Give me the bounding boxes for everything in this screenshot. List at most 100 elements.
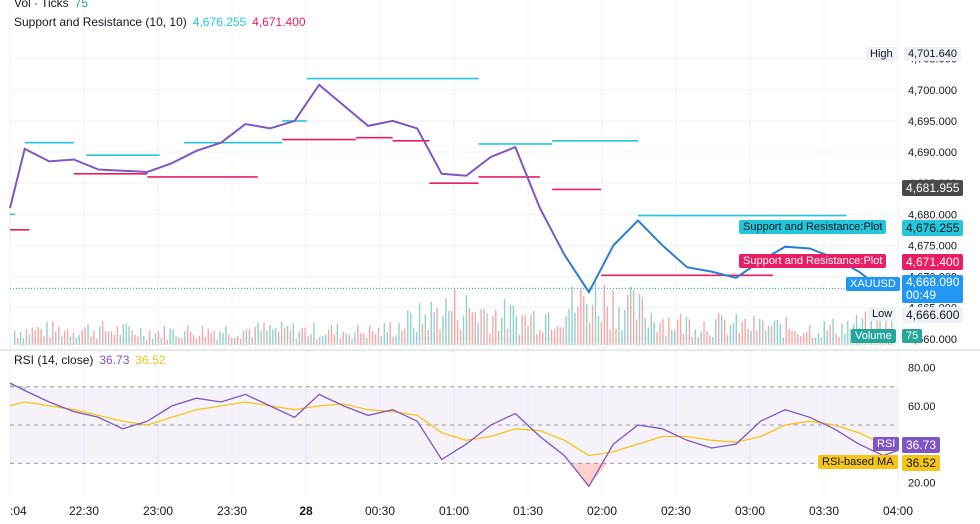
rsi-legend[interactable]: RSI (14, close) 36.73 36.52 bbox=[14, 353, 171, 367]
volume-bar bbox=[371, 331, 374, 345]
volume-bar bbox=[184, 330, 186, 345]
sr-legend-label: Support and Resistance (10, 10) bbox=[14, 15, 187, 29]
volume-bar bbox=[81, 329, 83, 345]
volume-bar bbox=[630, 286, 632, 345]
rsi-ma-axis-value: 36.52 bbox=[902, 455, 941, 471]
volume-bar bbox=[530, 315, 532, 345]
volume-bar bbox=[374, 334, 377, 345]
volume-bar bbox=[621, 330, 623, 345]
volume-bar bbox=[445, 298, 447, 345]
volume-bar bbox=[63, 330, 66, 345]
volume-bar bbox=[782, 337, 784, 345]
sr-legend[interactable]: Support and Resistance (10, 10) 4,676.255… bbox=[14, 15, 312, 29]
volume-bar bbox=[715, 319, 717, 345]
volume-bar bbox=[720, 315, 723, 345]
volume-bar bbox=[175, 336, 177, 345]
low-value: 4,666.600 bbox=[902, 307, 964, 323]
volume-bar bbox=[84, 327, 86, 345]
rsi-tick-label: 80.00 bbox=[908, 363, 936, 375]
volume-bar bbox=[322, 335, 324, 345]
volume-bar bbox=[685, 316, 688, 345]
volume-bar bbox=[289, 330, 292, 345]
volume-bar bbox=[726, 334, 729, 345]
volume-bar bbox=[800, 335, 802, 345]
volume-bar bbox=[190, 331, 192, 345]
volume-bar bbox=[357, 324, 359, 345]
volume-bar bbox=[803, 333, 805, 345]
volume-bar bbox=[556, 326, 559, 345]
volume-bar bbox=[539, 329, 541, 345]
volume-bar bbox=[248, 329, 251, 345]
volume-bar bbox=[735, 314, 737, 345]
volume-bar bbox=[741, 321, 743, 345]
volume-bar bbox=[292, 323, 295, 345]
volume-bar bbox=[559, 327, 561, 345]
volume-bar bbox=[386, 331, 388, 345]
volume-bar bbox=[436, 308, 438, 345]
volume-bar bbox=[96, 338, 98, 345]
volume-bar bbox=[131, 330, 133, 345]
volume-bar bbox=[263, 322, 265, 345]
volume-bar bbox=[542, 332, 544, 345]
volume-bar bbox=[838, 337, 840, 345]
volume-bar bbox=[395, 335, 397, 345]
volume-bar bbox=[201, 325, 204, 345]
volume-bar bbox=[60, 336, 63, 345]
volume-bar bbox=[301, 327, 303, 345]
volume-bar bbox=[25, 328, 28, 345]
volume-bar bbox=[835, 333, 837, 345]
volume-bar bbox=[172, 329, 174, 345]
volume-bar bbox=[198, 335, 201, 345]
volume-bar bbox=[577, 306, 579, 345]
volume-bar bbox=[216, 339, 218, 345]
volume-bar bbox=[474, 311, 476, 345]
countdown: 00:49 bbox=[906, 288, 937, 302]
volume-bar bbox=[377, 327, 380, 345]
volume-bar bbox=[503, 298, 506, 345]
volume-bar bbox=[662, 319, 664, 345]
volume-bar bbox=[16, 337, 19, 345]
crosshair-price-tag: 4,681.955 bbox=[902, 180, 964, 196]
volume-bar bbox=[442, 316, 444, 345]
symbol-tag: XAUUSD bbox=[846, 277, 900, 291]
rsi-levels bbox=[10, 386, 898, 464]
rsi-legend-label: RSI (14, close) bbox=[14, 353, 94, 367]
volume-bar bbox=[439, 329, 441, 345]
volume-bar bbox=[632, 289, 635, 345]
time-axis[interactable]: :04 22:30 23:00 23:30 28 00:30 01:00 01:30 02:00… bbox=[10, 504, 913, 518]
volume-bar bbox=[756, 330, 758, 345]
resistance-plot-label: Support and Resistance:Plot bbox=[739, 220, 887, 234]
volume-bar bbox=[421, 323, 424, 345]
volume-bar bbox=[603, 284, 605, 345]
volume-bar bbox=[448, 311, 450, 345]
rsi-legend-ma: 36.52 bbox=[135, 353, 166, 367]
support-resistance-lines bbox=[10, 77, 847, 277]
volume-bar bbox=[148, 330, 151, 345]
volume-legend[interactable]: Vol · Ticks 75 bbox=[14, 0, 94, 10]
volume-bar bbox=[102, 321, 104, 345]
volume-bar bbox=[260, 331, 262, 345]
volume-bar bbox=[34, 330, 36, 345]
volume-bar bbox=[151, 338, 154, 345]
volume-bar bbox=[99, 326, 101, 345]
volume-bar bbox=[345, 333, 347, 345]
volume-bar bbox=[407, 310, 409, 345]
rsi-ma-axis-label: RSI-based MA bbox=[818, 455, 898, 469]
volume-bar bbox=[110, 331, 113, 345]
volume-bar bbox=[368, 325, 371, 345]
volume-bar bbox=[594, 282, 597, 345]
volume-bar bbox=[410, 312, 412, 345]
volume-bar bbox=[93, 330, 95, 345]
volume-bar bbox=[213, 330, 215, 345]
volume-bar bbox=[712, 336, 714, 345]
volume-bar bbox=[826, 330, 828, 345]
volume-bar bbox=[219, 331, 221, 345]
volume-bar bbox=[571, 286, 573, 345]
volume-bar bbox=[157, 330, 160, 345]
volume-bar bbox=[46, 321, 48, 345]
time-tick-label: 23:00 bbox=[143, 504, 173, 518]
volume-bar bbox=[788, 328, 790, 345]
volume-bar bbox=[808, 324, 811, 345]
volume-bar bbox=[40, 329, 42, 345]
